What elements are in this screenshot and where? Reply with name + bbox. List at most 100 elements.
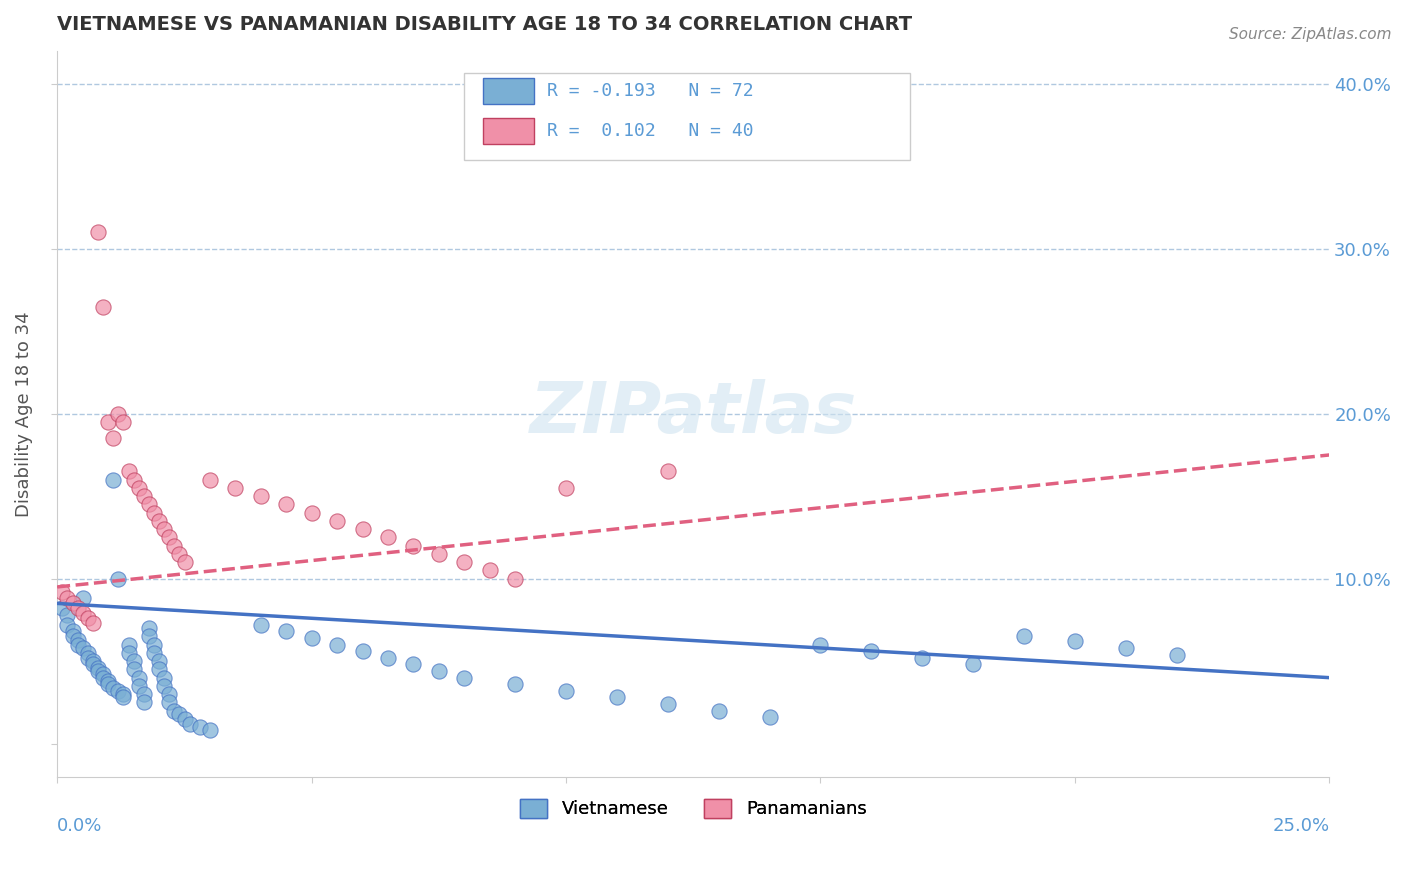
Point xyxy=(153,522,176,536)
Point xyxy=(97,415,120,429)
Point xyxy=(276,624,298,639)
Point xyxy=(72,607,94,621)
Point xyxy=(707,704,730,718)
Point xyxy=(224,481,246,495)
Point xyxy=(82,616,104,631)
Point xyxy=(198,723,221,738)
Point xyxy=(163,704,186,718)
Point xyxy=(657,697,679,711)
Point xyxy=(377,531,399,545)
Point xyxy=(555,683,578,698)
Point xyxy=(117,638,139,652)
Point xyxy=(1115,640,1137,655)
Point xyxy=(326,514,349,528)
Point xyxy=(453,671,475,685)
Point xyxy=(91,667,114,681)
Point xyxy=(56,618,79,632)
Point xyxy=(62,596,84,610)
Point xyxy=(56,591,79,606)
Text: VIETNAMESE VS PANAMANIAN DISABILITY AGE 18 TO 34 CORRELATION CHART: VIETNAMESE VS PANAMANIAN DISABILITY AGE … xyxy=(58,15,912,34)
Point xyxy=(103,681,125,695)
Point xyxy=(117,646,139,660)
Point xyxy=(91,300,114,314)
Point xyxy=(427,664,450,678)
Point xyxy=(758,710,780,724)
Point xyxy=(860,644,883,658)
Point xyxy=(555,481,578,495)
Point xyxy=(72,640,94,655)
Point xyxy=(143,506,166,520)
Point xyxy=(107,683,129,698)
Point xyxy=(112,687,135,701)
Point xyxy=(250,618,273,632)
Point xyxy=(76,611,98,625)
Point xyxy=(276,498,298,512)
Point xyxy=(301,506,323,520)
Point xyxy=(122,473,145,487)
Point xyxy=(138,621,160,635)
Point xyxy=(157,531,180,545)
Point xyxy=(112,690,135,705)
Point xyxy=(87,661,110,675)
Point xyxy=(132,489,155,503)
Point xyxy=(657,465,679,479)
Point xyxy=(87,225,110,239)
Y-axis label: Disability Age 18 to 34: Disability Age 18 to 34 xyxy=(15,311,32,516)
Point xyxy=(66,632,89,647)
Point xyxy=(128,679,150,693)
Point xyxy=(198,473,221,487)
Point xyxy=(143,638,166,652)
Point xyxy=(352,522,374,536)
FancyBboxPatch shape xyxy=(484,78,534,103)
Point xyxy=(169,547,191,561)
Point xyxy=(173,712,195,726)
Point xyxy=(107,407,129,421)
Point xyxy=(51,585,73,599)
Point xyxy=(503,572,526,586)
Point xyxy=(478,563,501,577)
Legend: Vietnamese, Panamanians: Vietnamese, Panamanians xyxy=(513,792,875,826)
Text: R =  0.102   N = 40: R = 0.102 N = 40 xyxy=(547,121,754,140)
Point xyxy=(148,514,170,528)
Point xyxy=(157,687,180,701)
Point xyxy=(122,654,145,668)
Point xyxy=(117,465,139,479)
Point xyxy=(91,671,114,685)
Point xyxy=(169,706,191,721)
Point xyxy=(72,591,94,606)
Point xyxy=(107,572,129,586)
Point xyxy=(148,654,170,668)
Point xyxy=(188,720,211,734)
Point xyxy=(143,646,166,660)
Point xyxy=(250,489,273,503)
Point xyxy=(402,539,425,553)
Point xyxy=(427,547,450,561)
Point xyxy=(76,646,98,660)
Point xyxy=(1012,629,1035,643)
Point xyxy=(352,644,374,658)
Point xyxy=(51,601,73,615)
Point xyxy=(62,624,84,639)
Point xyxy=(301,631,323,645)
Point xyxy=(810,638,832,652)
Point xyxy=(82,654,104,668)
Point xyxy=(103,473,125,487)
Point xyxy=(179,716,201,731)
Point xyxy=(453,555,475,569)
FancyBboxPatch shape xyxy=(484,118,534,144)
Point xyxy=(377,651,399,665)
Text: 25.0%: 25.0% xyxy=(1272,816,1329,835)
Point xyxy=(157,695,180,709)
Point xyxy=(122,662,145,676)
Point xyxy=(112,415,135,429)
FancyBboxPatch shape xyxy=(464,72,910,160)
Point xyxy=(82,657,104,672)
Point xyxy=(173,555,195,569)
Point xyxy=(1063,634,1085,648)
Point xyxy=(962,657,984,672)
Point xyxy=(138,498,160,512)
Point xyxy=(148,662,170,676)
Text: 0.0%: 0.0% xyxy=(58,816,103,835)
Point xyxy=(97,677,120,691)
Point xyxy=(132,695,155,709)
